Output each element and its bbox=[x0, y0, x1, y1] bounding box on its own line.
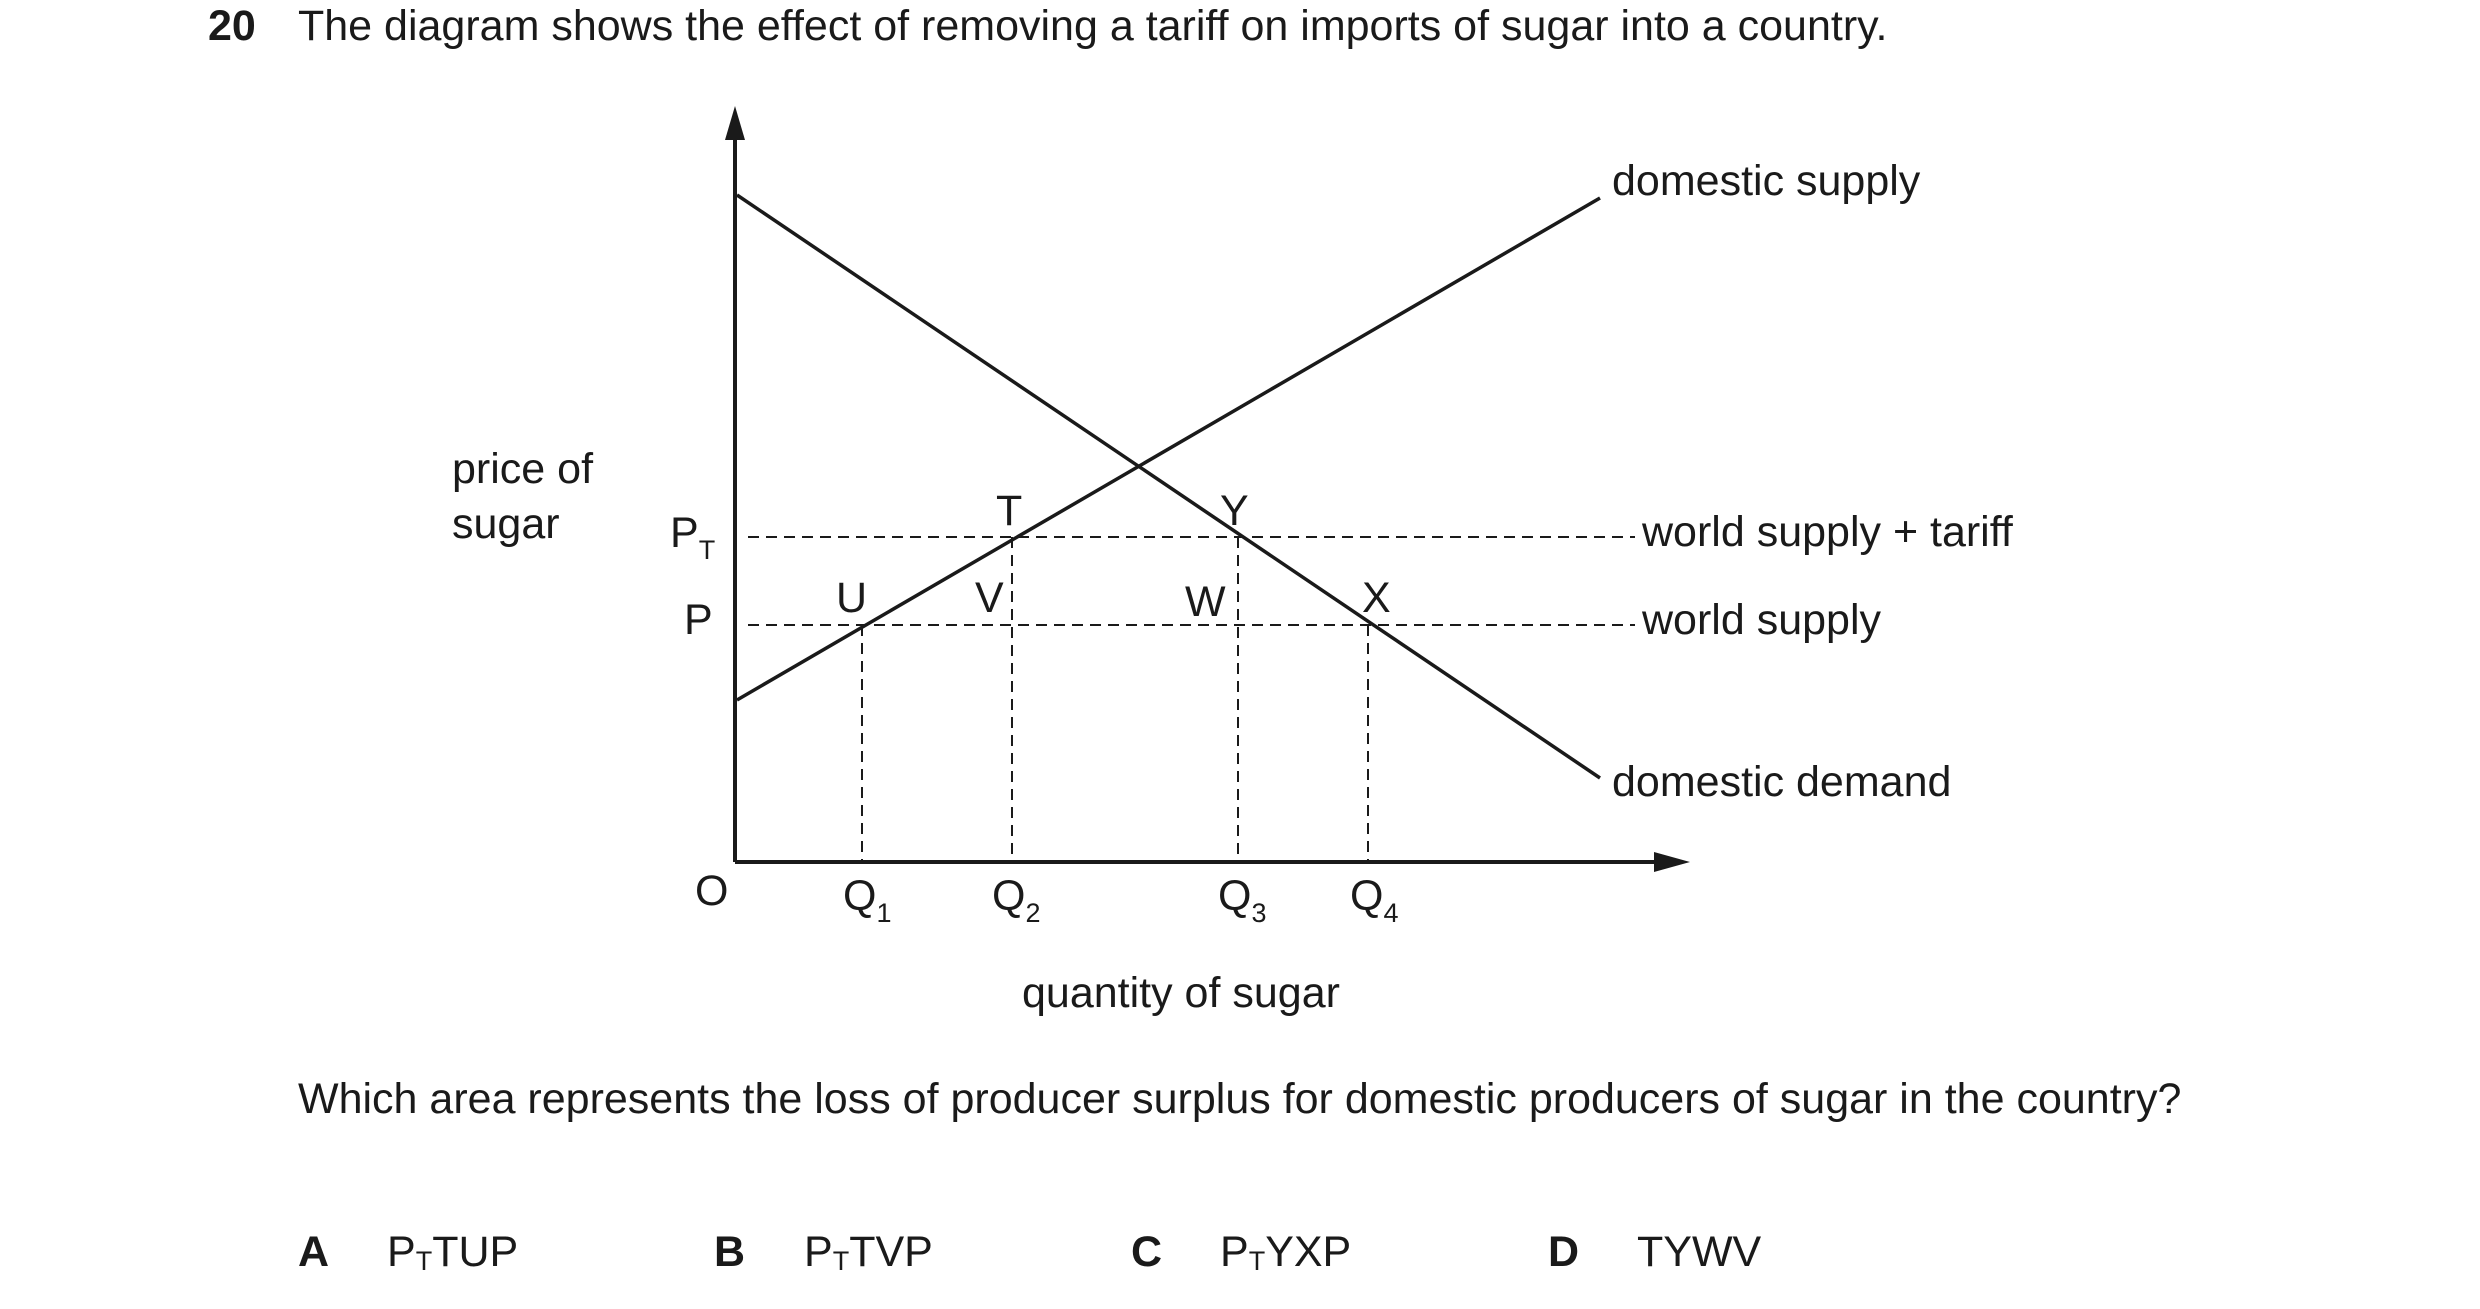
domestic-supply-line bbox=[736, 196, 1601, 702]
option-a[interactable]: A bbox=[298, 1228, 329, 1277]
option-d-text: TYWV bbox=[1637, 1228, 1762, 1276]
option-a-letter: A bbox=[298, 1228, 330, 1276]
option-b[interactable]: B bbox=[714, 1228, 745, 1277]
option-c[interactable]: C bbox=[1131, 1228, 1162, 1277]
question-number: 20 bbox=[208, 2, 256, 50]
point-y-label: Y bbox=[1220, 487, 1249, 535]
point-v-label: V bbox=[975, 574, 1004, 622]
pt-label: PT bbox=[670, 509, 715, 565]
tariff-diagram: price of sugar quantity of sugar O PT P … bbox=[452, 106, 2014, 1017]
domestic-demand-label: domestic demand bbox=[1612, 758, 1951, 806]
question-prompt: Which area represents the loss of produc… bbox=[298, 1075, 2182, 1123]
domestic-demand-line bbox=[736, 193, 1601, 780]
world-supply-tariff-label: world supply + tariff bbox=[1641, 508, 2014, 556]
option-b-letter: B bbox=[714, 1228, 746, 1276]
x-axis-label: quantity of sugar bbox=[1022, 969, 1340, 1017]
origin-label: O bbox=[695, 867, 728, 915]
q3-label: Q3 bbox=[1218, 872, 1266, 928]
y-axis-label-line1: price of bbox=[452, 445, 594, 493]
q2-label: Q2 bbox=[992, 872, 1040, 928]
point-w-label: W bbox=[1185, 578, 1226, 626]
option-c-letter: C bbox=[1131, 1228, 1163, 1276]
point-x-label: X bbox=[1362, 574, 1391, 622]
x-axis-arrow bbox=[1654, 852, 1690, 872]
point-u-label: U bbox=[836, 574, 867, 622]
domestic-supply-label: domestic supply bbox=[1612, 157, 1921, 205]
p-label: P bbox=[684, 596, 713, 644]
world-supply-label: world supply bbox=[1641, 596, 1881, 644]
question-stem: The diagram shows the effect of removing… bbox=[298, 2, 1888, 50]
y-axis-arrow bbox=[725, 106, 745, 140]
y-axis-label-line2: sugar bbox=[452, 500, 560, 548]
option-b-text: PTTVP bbox=[804, 1228, 933, 1276]
option-c-text: PTYXP bbox=[1220, 1228, 1352, 1276]
point-t-label: T bbox=[996, 487, 1022, 535]
q4-label: Q4 bbox=[1350, 872, 1398, 928]
q1-label: Q1 bbox=[843, 872, 891, 928]
option-d-letter: D bbox=[1548, 1228, 1580, 1276]
option-d[interactable]: D bbox=[1548, 1228, 1579, 1277]
option-a-text: PTTUP bbox=[387, 1228, 519, 1276]
